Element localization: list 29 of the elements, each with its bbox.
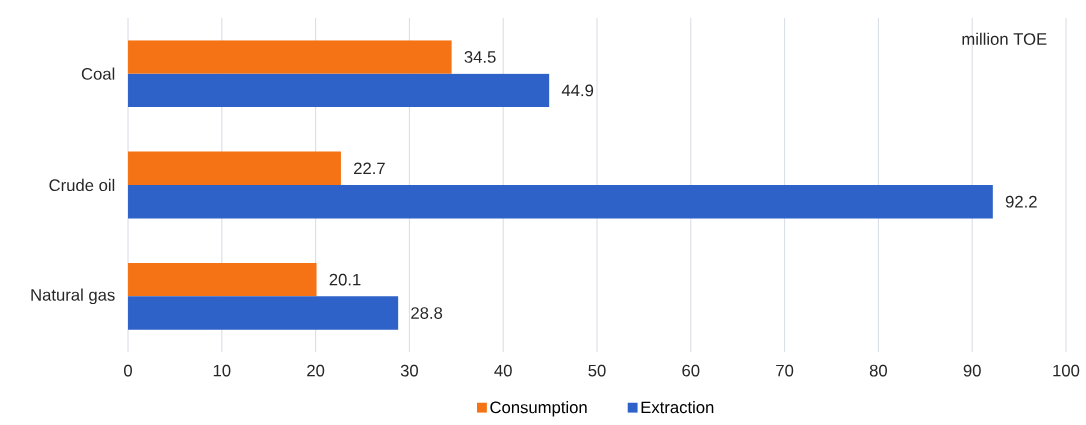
x-tick-label: 20: [307, 364, 325, 377]
bar: [128, 73, 550, 108]
data-label: 44.9: [561, 84, 594, 97]
x-tick-label: 60: [682, 364, 700, 377]
data-label: 92.2: [1005, 195, 1037, 208]
bar: [128, 40, 452, 74]
bar: [128, 151, 341, 185]
x-tick-label: 10: [213, 364, 231, 377]
data-label: 34.5: [464, 51, 496, 63]
data-label: 20.1: [329, 273, 361, 286]
annotation: million TOE: [962, 32, 1047, 45]
y-tick-label: Crude oil: [49, 178, 115, 192]
x-tick-label: 80: [869, 364, 888, 377]
y-tick-label: Natural gas: [31, 288, 115, 305]
x-tick-label: 0: [124, 364, 132, 377]
x-tick-label: 70: [776, 364, 794, 377]
x-tick-label: 30: [400, 364, 419, 377]
x-tick-label: 40: [494, 364, 512, 377]
x-tick-label: 50: [588, 364, 606, 377]
legend-label: Extraction: [641, 401, 714, 414]
bar: [128, 185, 993, 219]
bar: [128, 296, 399, 330]
data-label: 22.7: [354, 162, 385, 175]
legend-label: Consumption: [490, 401, 587, 417]
data-label: 28.8: [411, 307, 443, 319]
y-tick-label: Coal: [81, 67, 115, 80]
x-tick-label: 90: [963, 364, 981, 377]
x-tick-label: 100: [1053, 364, 1080, 377]
bar: [128, 262, 317, 297]
